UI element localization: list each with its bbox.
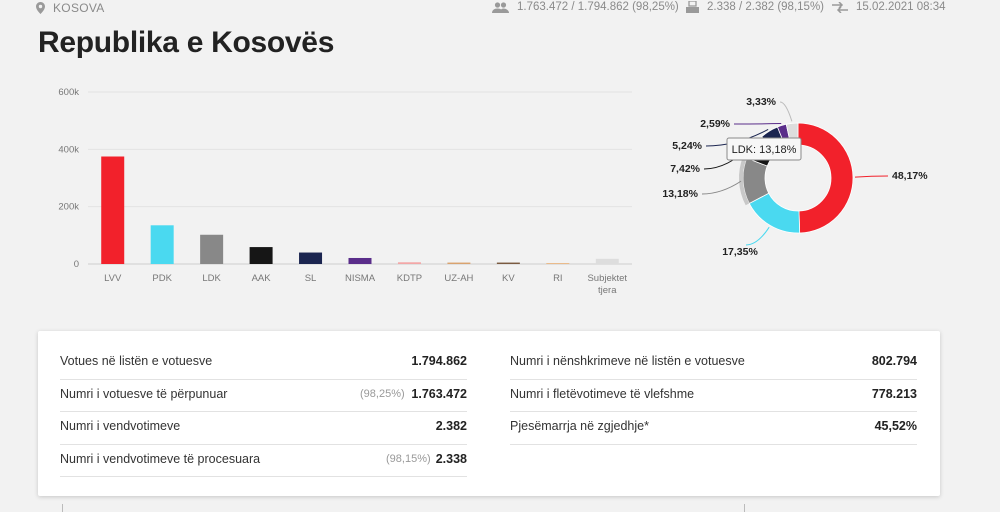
bar-pdk[interactable] (150, 225, 174, 264)
summary-card: Votues në listën e votuesve 1.794.862 Nu… (38, 331, 940, 496)
summary-value: 45,52% (874, 419, 917, 433)
x-tick-label: UZ-AH (444, 273, 473, 284)
x-tick-label: NISMA (345, 273, 376, 284)
location-pin-icon (36, 2, 45, 14)
updated-stat: 15.02.2021 08:34 (832, 1, 946, 13)
summary-label: Numri i vendvotimeve të procesuara (60, 451, 261, 466)
y-tick-label: 400k (58, 144, 79, 155)
donut-data-label: 48,17% (892, 170, 928, 182)
bar-ldk[interactable] (200, 234, 224, 264)
bar-sl[interactable] (299, 252, 323, 264)
donut-data-label: 13,18% (662, 188, 698, 200)
summary-value: 1.763.472 (411, 386, 467, 401)
updated-stat-text: 15.02.2021 08:34 (856, 1, 946, 13)
summary-row: Numri i votuesve të përpunuar (98,25%) 1… (60, 380, 467, 412)
location-text: KOSOVA (53, 1, 105, 15)
x-tick-label: RI (553, 273, 563, 284)
summary-row: Numri i vendvotimeve të procesuara (98,1… (60, 445, 467, 477)
ballot-box-icon (686, 1, 699, 13)
vote-share-donut-chart: 48,17% 17,35% 13,18% 7,42% 5,24% 2,59% 3,33% LD… (662, 96, 928, 258)
summary-label: Numri i nënshkrimeve në listën e votuesv… (510, 354, 745, 368)
summary-row: Votues në listën e votuesve 1.794.862 (60, 347, 467, 380)
bar-subjektet-tjera[interactable] (595, 258, 619, 264)
bar-aak[interactable] (249, 247, 273, 264)
x-tick-label: SL (305, 273, 317, 284)
summary-value: 2.382 (435, 419, 467, 433)
donut-data-label: 5,24% (672, 140, 702, 152)
bar-uz-ah[interactable] (447, 262, 471, 264)
y-tick-label: 0 (74, 259, 79, 270)
summary-value: 802.794 (871, 354, 917, 368)
bar-kv[interactable] (496, 262, 520, 264)
summary-label: Numri i fletëvotimeve të vlefshme (510, 386, 695, 401)
x-tick-label: PDK (152, 273, 172, 284)
summary-row: Numri i nënshkrimeve në listën e votuesv… (510, 347, 917, 380)
x-tick-label: KV (502, 273, 515, 284)
top-stats-bar: KOSOVA 1.763.472 / 1.794.862 (98,25%) 2.… (0, 0, 1000, 18)
summary-percent: (98,25%) (360, 387, 405, 400)
bar-ri[interactable] (546, 263, 570, 264)
summary-right-column: Numri i nënshkrimeve në listën e votuesv… (510, 347, 917, 445)
summary-row: Numri i vendvotimeve 2.382 (60, 412, 467, 445)
bottom-divider-mark (744, 504, 745, 512)
x-tick-label: AAK (252, 273, 272, 284)
donut-data-label: 7,42% (670, 163, 700, 175)
bar-kdtp[interactable] (397, 262, 421, 264)
stations-stat: 2.338 / 2.382 (98,15%) (686, 1, 824, 13)
donut-data-label: 2,59% (700, 118, 730, 130)
summary-percent: (98,15%) (386, 452, 431, 465)
bar-nisma[interactable] (348, 257, 372, 264)
bottom-divider-mark (62, 504, 63, 512)
donut-data-label: 17,35% (722, 246, 758, 258)
donut-label-connector (779, 101, 793, 122)
stations-stat-text: 2.338 / 2.382 (98,15%) (707, 1, 824, 13)
summary-label: Pjesëmarrja në zgjedhje* (510, 419, 649, 433)
donut-label-connector (701, 180, 742, 195)
summary-left-column: Votues në listën e votuesve 1.794.862 Nu… (60, 347, 467, 477)
y-tick-label: 200k (58, 202, 79, 213)
summary-label: Numri i vendvotimeve (60, 419, 181, 433)
x-tick-label: KDTP (397, 273, 422, 284)
page-title: Republika e Kosovës (38, 26, 335, 59)
summary-label: Numri i votuesve të përpunuar (60, 386, 228, 401)
location-label: KOSOVA (36, 1, 105, 15)
bar-lvv[interactable] (101, 156, 125, 265)
people-icon (492, 1, 509, 13)
y-tick-label: 600k (58, 87, 79, 98)
summary-label: Votues në listën e votuesve (60, 354, 213, 368)
x-tick-label: LVV (104, 273, 122, 284)
summary-value: 1.794.862 (411, 354, 467, 368)
summary-row: Numri i fletëvotimeve të vlefshme 778.21… (510, 380, 917, 412)
summary-value: 778.213 (871, 386, 917, 401)
votes-bar-chart: 0 200k 400k 600k LVV PDK LDK AAK SL NISMA KDTP UZ-A… (58, 87, 632, 296)
summary-value: 2.338 (435, 451, 467, 466)
donut-tooltip: LDK: 13,18% (726, 137, 802, 161)
donut-data-label: 3,33% (746, 96, 776, 108)
donut-label-connector (854, 175, 889, 178)
x-tick-label: Subjektet tjera (587, 273, 627, 296)
donut-slice-lvv[interactable] (797, 122, 854, 234)
x-tick-label: LDK (202, 273, 221, 284)
voters-stat: 1.763.472 / 1.794.862 (98,25%) (492, 1, 679, 13)
summary-row: Pjesëmarrja në zgjedhje* 45,52% (510, 412, 917, 445)
update-arrows-icon (832, 1, 848, 13)
donut-label-connector (745, 226, 770, 246)
voters-stat-text: 1.763.472 / 1.794.862 (98,25%) (517, 1, 679, 13)
tooltip-text: LDK: 13,18% (732, 144, 797, 156)
slice-hover-halo (739, 156, 750, 206)
